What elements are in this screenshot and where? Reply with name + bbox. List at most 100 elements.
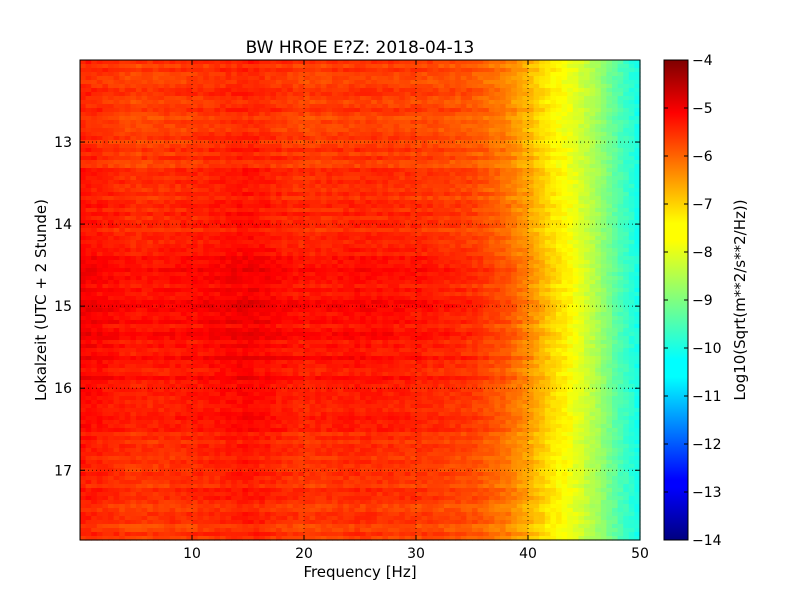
heatmap-cell <box>152 76 159 81</box>
heatmap-cell <box>516 76 523 81</box>
heatmap-cell <box>147 192 154 197</box>
heatmap-cell <box>399 132 406 137</box>
heatmap-cell <box>304 72 311 77</box>
heatmap-cell <box>500 176 507 181</box>
heatmap-cell <box>393 164 400 169</box>
heatmap-cell <box>488 64 495 69</box>
heatmap-cell <box>298 196 305 201</box>
heatmap-cell <box>528 72 535 77</box>
heatmap-cell <box>376 124 383 129</box>
heatmap-cell <box>108 228 115 233</box>
heatmap-cell <box>455 152 462 157</box>
heatmap-cell <box>119 140 126 145</box>
heatmap-cell <box>567 156 574 161</box>
heatmap-cell <box>360 212 367 217</box>
heatmap-cell <box>304 256 311 261</box>
heatmap-cell <box>528 176 535 181</box>
heatmap-cell <box>348 232 355 237</box>
heatmap-cell <box>472 64 479 69</box>
heatmap-cell <box>634 184 641 189</box>
heatmap-cell <box>225 96 232 101</box>
heatmap-cell <box>276 204 283 209</box>
heatmap-cell <box>511 112 518 117</box>
heatmap-cell <box>589 160 596 165</box>
heatmap-cell <box>175 212 182 217</box>
heatmap-cell <box>606 248 613 253</box>
heatmap-cell <box>488 76 495 81</box>
heatmap-cell <box>253 192 260 197</box>
heatmap-cell <box>455 232 462 237</box>
heatmap-cell <box>382 72 389 77</box>
heatmap-cell <box>612 236 619 241</box>
heatmap-cell <box>438 200 445 205</box>
heatmap-cell <box>108 96 115 101</box>
heatmap-cell <box>472 248 479 253</box>
heatmap-cell <box>332 248 339 253</box>
heatmap-cell <box>556 124 563 129</box>
heatmap-cell <box>488 252 495 257</box>
heatmap-cell <box>175 188 182 193</box>
heatmap-cell <box>236 156 243 161</box>
heatmap-cell <box>427 96 434 101</box>
heatmap-cell <box>494 160 501 165</box>
heatmap-cell <box>438 208 445 213</box>
heatmap-cell <box>158 128 165 133</box>
heatmap-cell <box>438 164 445 169</box>
heatmap-cell <box>242 248 249 253</box>
heatmap-cell <box>477 100 484 105</box>
heatmap-cell <box>108 124 115 129</box>
heatmap-cell <box>320 252 327 257</box>
heatmap-cell <box>556 208 563 213</box>
heatmap-cell <box>584 204 591 209</box>
heatmap-cell <box>371 172 378 177</box>
heatmap-cell <box>326 196 333 201</box>
heatmap-cell <box>500 148 507 153</box>
heatmap-cell <box>264 192 271 197</box>
heatmap-cell <box>130 172 137 177</box>
heatmap-cell <box>393 232 400 237</box>
heatmap-cell <box>416 200 423 205</box>
heatmap-cell <box>231 168 238 173</box>
heatmap-cell <box>628 208 635 213</box>
heatmap-cell <box>365 156 372 161</box>
heatmap-cell <box>197 132 204 137</box>
heatmap-cell <box>292 160 299 165</box>
heatmap-cell <box>124 92 131 97</box>
heatmap-cell <box>595 148 602 153</box>
heatmap-cell <box>427 180 434 185</box>
heatmap-cell <box>388 208 395 213</box>
heatmap-cell <box>124 72 131 77</box>
heatmap-cell <box>404 148 411 153</box>
heatmap-cell <box>332 128 339 133</box>
heatmap-cell <box>298 228 305 233</box>
heatmap-cell <box>438 124 445 129</box>
heatmap-cell <box>623 68 630 73</box>
heatmap-cell <box>449 104 456 109</box>
heatmap-cell <box>203 116 210 121</box>
heatmap-cell <box>539 168 546 173</box>
heatmap-cell <box>466 164 473 169</box>
heatmap-cell <box>427 76 434 81</box>
heatmap-cell <box>376 168 383 173</box>
heatmap-cell <box>544 188 551 193</box>
heatmap-cell <box>225 168 232 173</box>
heatmap-cell <box>623 224 630 229</box>
heatmap-cell <box>365 64 372 69</box>
heatmap-cell <box>186 240 193 245</box>
heatmap-cell <box>628 156 635 161</box>
heatmap-cell <box>164 96 171 101</box>
heatmap-cell <box>292 212 299 217</box>
heatmap-cell <box>343 136 350 141</box>
heatmap-cell <box>589 72 596 77</box>
heatmap-cell <box>410 188 417 193</box>
heatmap-cell <box>197 148 204 153</box>
heatmap-cell <box>556 192 563 197</box>
heatmap-cell <box>556 256 563 261</box>
heatmap-cell <box>141 96 148 101</box>
heatmap-cell <box>158 124 165 129</box>
heatmap-cell <box>236 228 243 233</box>
heatmap-cell <box>320 240 327 245</box>
heatmap-cell <box>332 108 339 113</box>
heatmap-cell <box>376 208 383 213</box>
heatmap-cell <box>113 252 120 257</box>
